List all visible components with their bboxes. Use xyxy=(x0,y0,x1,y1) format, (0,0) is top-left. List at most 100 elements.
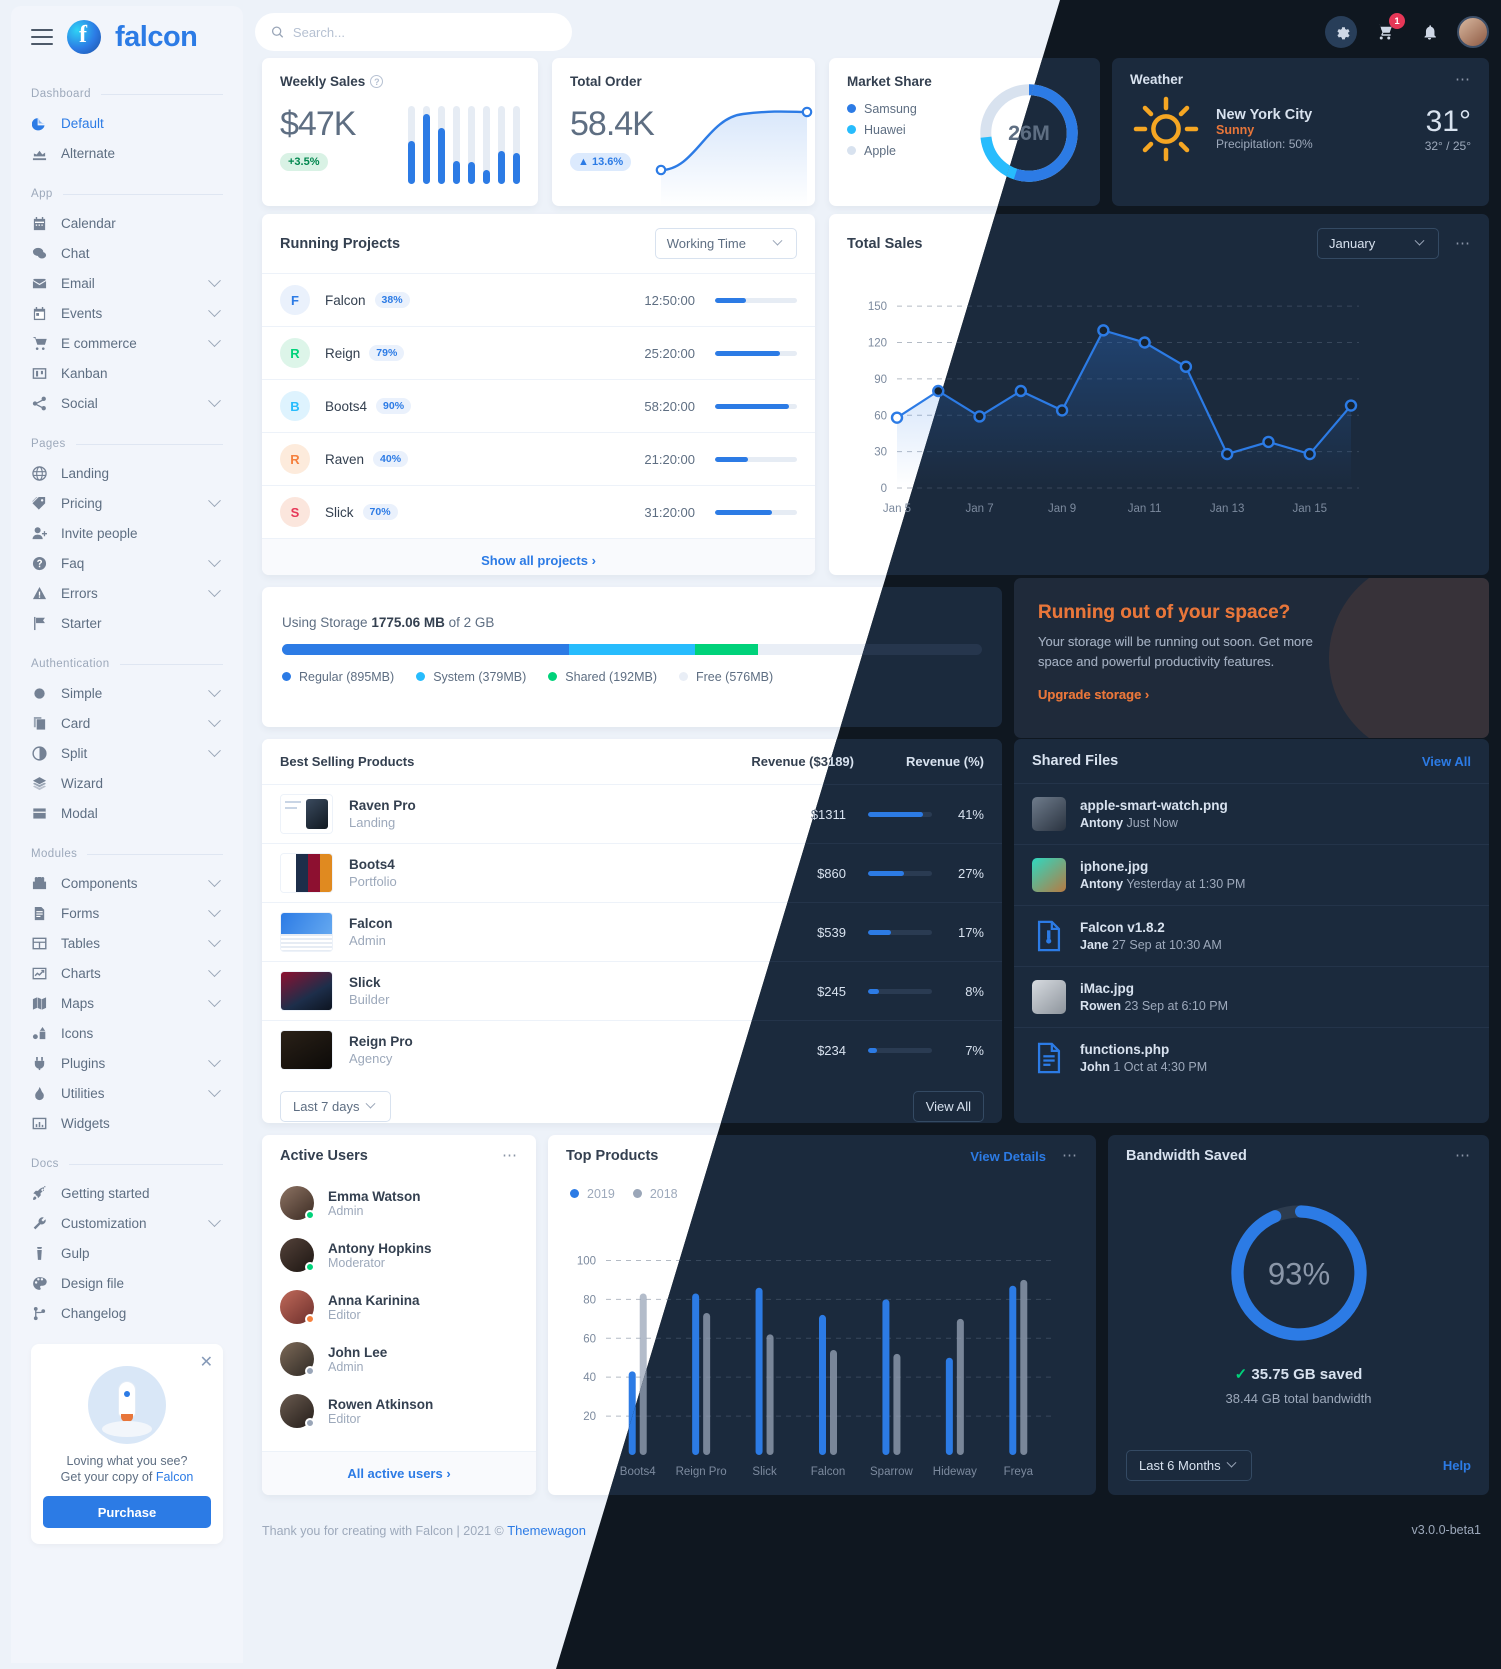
sidebar-item-alternate[interactable]: Alternate xyxy=(25,138,229,168)
cart-button[interactable]: 1 xyxy=(1369,13,1405,48)
project-row[interactable]: R Reign 79% 25:20:00 xyxy=(262,326,815,379)
sidebar-item-errors[interactable]: Errors xyxy=(25,578,229,608)
sidebar-item-card[interactable]: Card xyxy=(25,708,229,738)
shared-file-row[interactable]: apple-smart-watch.png Antony Just Now xyxy=(1014,783,1489,844)
upgrade-storage-link[interactable]: Upgrade storage › xyxy=(1038,687,1150,702)
more-options-icon[interactable]: ⋯ xyxy=(502,1147,518,1164)
footer-brand-link[interactable]: Themewagon xyxy=(507,1522,587,1538)
chevron-down-icon[interactable] xyxy=(208,303,221,317)
sidebar-item-utilities[interactable]: Utilities xyxy=(25,1078,229,1108)
more-options-icon[interactable]: ⋯ xyxy=(1455,234,1471,252)
bandwidth-range-select[interactable]: Last 6 Months xyxy=(1126,1450,1252,1481)
product-row[interactable]: Falcon Admin $539 17% xyxy=(262,902,1002,961)
chevron-down-icon[interactable] xyxy=(208,743,221,757)
product-row[interactable]: Slick Builder $245 8% xyxy=(262,961,1002,1020)
shared-files-view-all-link[interactable]: View All xyxy=(1421,753,1471,769)
chevron-down-icon[interactable] xyxy=(208,393,221,407)
view-details-link[interactable]: View Details xyxy=(970,1148,1046,1164)
chevron-down-icon[interactable] xyxy=(208,963,221,977)
sidebar-item-tables[interactable]: Tables xyxy=(25,928,229,958)
product-row[interactable]: Reign Pro Agency $234 7% xyxy=(262,1020,1002,1079)
sidebar-item-kanban[interactable]: Kanban xyxy=(25,358,229,388)
chevron-down-icon[interactable] xyxy=(208,1083,221,1097)
chevron-down-icon[interactable] xyxy=(208,273,221,287)
sidebar-item-social[interactable]: Social xyxy=(25,388,229,418)
project-row[interactable]: S Slick 70% 31:20:00 xyxy=(262,485,815,538)
search-box[interactable] xyxy=(255,13,572,51)
sidebar-item-icons[interactable]: Icons xyxy=(25,1018,229,1048)
sidebar-item-chat[interactable]: Chat xyxy=(25,238,229,268)
month-select[interactable]: January xyxy=(1317,228,1439,259)
more-options-icon[interactable]: ⋯ xyxy=(1455,70,1471,88)
sidebar-item-charts[interactable]: Charts xyxy=(25,958,229,988)
show-all-projects-link[interactable]: Show all projects › xyxy=(262,538,815,575)
sidebar-item-calendar[interactable]: Calendar xyxy=(25,208,229,238)
shared-file-row[interactable]: iphone.jpg Antony Yesterday at 1:30 PM xyxy=(1014,844,1489,905)
sidebar-item-simple[interactable]: Simple xyxy=(25,678,229,708)
sidebar-item-getting-started[interactable]: Getting started xyxy=(25,1178,229,1208)
purchase-button[interactable]: Purchase xyxy=(43,1496,211,1528)
settings-button[interactable] xyxy=(1325,16,1357,48)
project-row[interactable]: R Raven 40% 21:20:00 xyxy=(262,432,815,485)
bandwidth-help-link[interactable]: Help xyxy=(1442,1458,1471,1473)
sidebar-item-maps[interactable]: Maps xyxy=(25,988,229,1018)
working-time-select[interactable]: Working Time xyxy=(654,228,797,259)
sidebar-item-email[interactable]: Email xyxy=(25,268,229,298)
chevron-down-icon[interactable] xyxy=(208,903,221,917)
promo-brand-link[interactable]: Falcon xyxy=(155,1470,194,1484)
sidebar-item-components[interactable]: Components xyxy=(25,868,229,898)
product-row[interactable]: Raven Pro Landing $1311 41% xyxy=(262,784,1002,843)
chevron-down-icon[interactable] xyxy=(208,713,221,727)
chevron-down-icon[interactable] xyxy=(208,993,221,1007)
chevron-down-icon[interactable] xyxy=(208,553,221,567)
date-range-select[interactable]: Last 7 days xyxy=(280,1091,391,1122)
shared-file-row[interactable]: functions.php John 1 Oct at 4:30 PM xyxy=(1014,1027,1489,1088)
sidebar-item-forms[interactable]: Forms xyxy=(25,898,229,928)
project-row[interactable]: B Boots4 90% 58:20:00 xyxy=(262,379,815,432)
sidebar-item-starter[interactable]: Starter xyxy=(25,608,229,638)
shared-file-row[interactable]: iMac.jpg Rowen 23 Sep at 6:10 PM xyxy=(1014,966,1489,1027)
shared-file-row[interactable]: Falcon v1.8.2 Jane 27 Sep at 10:30 AM xyxy=(1014,905,1489,966)
chevron-down-icon[interactable] xyxy=(208,1053,221,1067)
sidebar-item-split[interactable]: Split xyxy=(25,738,229,768)
more-options-icon[interactable]: ⋯ xyxy=(1062,1147,1078,1164)
sidebar-item-gulp[interactable]: Gulp xyxy=(25,1238,229,1268)
chevron-down-icon[interactable] xyxy=(208,683,221,697)
project-row[interactable]: F Falcon 38% 12:50:00 xyxy=(262,273,815,326)
chevron-down-icon[interactable] xyxy=(208,1213,221,1227)
sidebar-item-wizard[interactable]: Wizard xyxy=(25,768,229,798)
search-input[interactable] xyxy=(292,24,556,40)
chevron-down-icon[interactable] xyxy=(208,873,221,887)
chevron-down-icon[interactable] xyxy=(208,933,221,947)
sidebar-item-pricing[interactable]: Pricing xyxy=(25,488,229,518)
sidebar-item-design-file[interactable]: Design file xyxy=(25,1268,229,1298)
product-row[interactable]: Boots4 Portfolio $860 27% xyxy=(262,843,1002,902)
sidebar-item-invite-people[interactable]: Invite people xyxy=(25,518,229,548)
chevron-down-icon[interactable] xyxy=(208,493,221,507)
all-active-users-link[interactable]: All active users › xyxy=(262,1451,536,1495)
sidebar-item-plugins[interactable]: Plugins xyxy=(25,1048,229,1078)
sidebar-item-default[interactable]: Default xyxy=(25,108,229,138)
sidebar-item-changelog[interactable]: Changelog xyxy=(25,1298,229,1328)
help-icon[interactable]: ? xyxy=(370,75,384,88)
hamburger-icon[interactable] xyxy=(31,29,53,45)
sidebar-item-e-commerce[interactable]: E commerce xyxy=(25,328,229,358)
notifications-button[interactable] xyxy=(1413,16,1445,48)
sidebar-item-faq[interactable]: Faq xyxy=(25,548,229,578)
more-options-icon[interactable]: ⋯ xyxy=(1455,1147,1471,1164)
sidebar-item-events[interactable]: Events xyxy=(25,298,229,328)
sidebar-item-landing[interactable]: Landing xyxy=(25,458,229,488)
avatar[interactable] xyxy=(1457,16,1489,48)
sidebar-item-modal[interactable]: Modal xyxy=(25,798,229,828)
chevron-down-icon[interactable] xyxy=(208,583,221,597)
sidebar-item-customization[interactable]: Customization xyxy=(25,1208,229,1238)
sidebar-item-widgets[interactable]: Widgets xyxy=(25,1108,229,1138)
view-all-products-button[interactable]: View All xyxy=(912,1091,984,1122)
close-icon[interactable]: ✕ xyxy=(199,1354,213,1371)
chevron-down-icon[interactable] xyxy=(208,333,221,347)
